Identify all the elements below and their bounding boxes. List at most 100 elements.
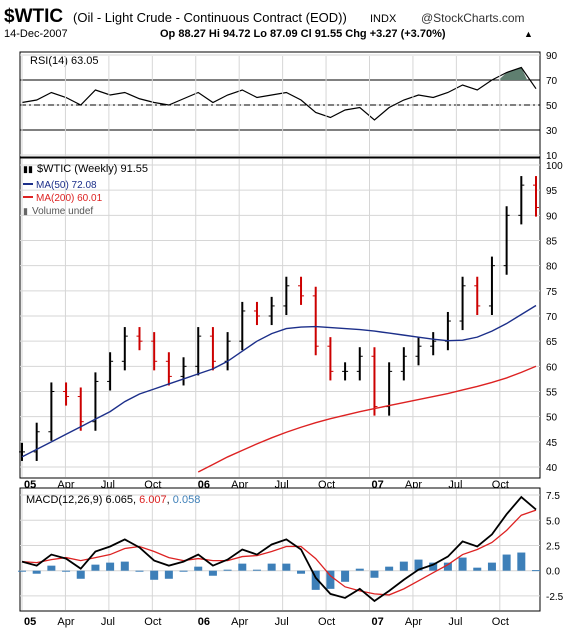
price-tick-label: 75 [546, 287, 558, 298]
macd-histogram-bar [502, 554, 511, 571]
macd-histogram-bar [91, 564, 100, 571]
rsi-label: RSI(14) 63.05 [30, 55, 98, 67]
rsi-overbought-fill [498, 67, 528, 80]
x-tick-label: Jul [275, 616, 289, 628]
macd-histogram-bar [62, 570, 71, 572]
macd-histogram-bar [341, 570, 350, 582]
macd-histogram-bar [223, 569, 232, 571]
price-tick-label: 50 [546, 413, 558, 424]
macd-tick-label: 0.0 [546, 567, 560, 578]
macd-histogram-bar [194, 566, 203, 571]
volume-legend-icon: ▮ [23, 206, 28, 216]
macd-histogram-bar [385, 566, 394, 571]
rsi-line [21, 66, 537, 121]
macd-histogram-bar [532, 570, 540, 572]
macd-histogram-bar [517, 552, 526, 571]
macd-frame [19, 487, 541, 612]
price-label: $WTIC (Weekly) 91.55 [37, 163, 148, 175]
rsi-tick-label: 30 [546, 126, 558, 137]
macd-histogram-bar [399, 561, 408, 571]
quote-date: 14-Dec-2007 [4, 28, 68, 40]
macd-tick-label: 7.5 [546, 491, 560, 502]
macd-histogram-bar [297, 570, 306, 574]
price-bars-icon: ▮▮ [23, 164, 33, 174]
x-tick-label: 07 [371, 616, 383, 628]
x-tick-label: Jul [101, 616, 115, 628]
macd-histogram-bar [414, 559, 423, 571]
price-tick-label: 55 [546, 388, 558, 399]
macd-histogram-bar [282, 563, 291, 571]
macd-histogram-bar [458, 557, 467, 571]
macd-tick-label: -2.5 [546, 592, 564, 603]
x-tick-label: 06 [198, 616, 210, 628]
triangle-up-icon: ▲ [524, 29, 533, 39]
quote-line: Op 88.27 Hi 94.72 Lo 87.09 Cl 91.55 Chg … [160, 28, 446, 40]
x-tick-label: Apr [405, 616, 422, 628]
price-tick-label: 70 [546, 312, 558, 323]
rsi-tick-label: 50 [546, 101, 558, 112]
exchange-label: INDX [370, 13, 397, 25]
x-axis-bottom: 05 Apr Jul Oct 06 Apr Jul Oct 07 Apr Jul Oct [24, 616, 509, 628]
price-tick-label: 60 [546, 362, 558, 373]
macd-label-row: MACD(12,26,9) 6.065, 6.007, 0.058 [26, 494, 200, 506]
price-tick-label: 100 [546, 161, 563, 172]
volume-legend: Volume undef [32, 206, 93, 217]
price-tick-label: 65 [546, 337, 558, 348]
macd-histogram-bar [135, 570, 144, 572]
x-tick-label: Oct [492, 616, 509, 628]
macd-histogram-bar [473, 567, 482, 571]
brand-logo[interactable]: @StockCharts.com [421, 11, 525, 25]
macd-histogram-bar [18, 570, 26, 572]
macd-histogram-bar [32, 570, 41, 574]
macd-histogram-bar [443, 562, 452, 571]
macd-signal-line [21, 509, 537, 596]
x-tick-label: Apr [231, 616, 248, 628]
x-tick-label: Jul [448, 616, 462, 628]
macd-histogram-bar [47, 565, 56, 571]
price-tick-label: 95 [546, 186, 558, 197]
macd-histogram-bar [179, 570, 188, 572]
macd-histogram-bar [106, 562, 115, 571]
macd-histogram-bar [252, 569, 261, 571]
x-tick-label: Apr [57, 616, 74, 628]
ma50-legend: MA(50) 72.08 [36, 180, 97, 191]
macd-histogram-bar [326, 570, 335, 589]
price-tick-label: 90 [546, 211, 558, 222]
macd-histogram-bar [355, 568, 364, 571]
macd-panel: 7.5 5.0 2.5 0.0 -2.5 MACD(12,26,9) 6.065, 6.… [18, 487, 564, 612]
x-tick-label: 05 [24, 616, 36, 628]
price-tick-label: 85 [546, 237, 558, 248]
macd-histogram-bar [164, 570, 173, 579]
macd-value: 6.065 [105, 494, 133, 506]
instrument-name: (Oil - Light Crude - Continuous Contract… [73, 10, 347, 25]
macd-histogram-bar [311, 570, 320, 590]
macd-histogram-bar [208, 570, 217, 576]
symbol-title: $WTIC [4, 6, 63, 27]
rsi-panel: RSI(14) 63.05 90 70 50 30 10 [19, 51, 558, 162]
price-tick-label: 80 [546, 262, 558, 273]
histogram-value: 0.058 [173, 494, 201, 506]
macd-line [21, 495, 537, 603]
price-panel: 100 95 90 85 80 75 70 65 60 55 50 45 40 ▮▮ $WTIC (We… [19, 157, 563, 479]
x-tick-label: Oct [144, 616, 161, 628]
price-tick-label: 40 [546, 463, 558, 474]
macd-histogram-bar [429, 562, 438, 571]
macd-histogram-bar [120, 561, 129, 571]
macd-tick-label: 5.0 [546, 516, 560, 527]
signal-value: 6.007 [139, 494, 167, 506]
price-frame [19, 157, 541, 479]
macd-histogram-bar [238, 563, 247, 571]
rsi-tick-label: 70 [546, 76, 558, 87]
rsi-tick-label: 90 [546, 51, 558, 62]
macd-histogram-bar [487, 562, 496, 571]
x-tick-label: Oct [318, 616, 335, 628]
macd-histogram-bar [267, 563, 276, 571]
ma200-legend: MA(200) 60.01 [36, 193, 103, 204]
rsi-tick-label: 10 [546, 151, 558, 162]
price-tick-label: 45 [546, 438, 558, 449]
macd-histogram-bar [150, 570, 159, 580]
macd-tick-label: 2.5 [546, 541, 560, 552]
macd-label: MACD(12,26,9) [26, 494, 102, 506]
macd-histogram-bar [370, 570, 379, 578]
